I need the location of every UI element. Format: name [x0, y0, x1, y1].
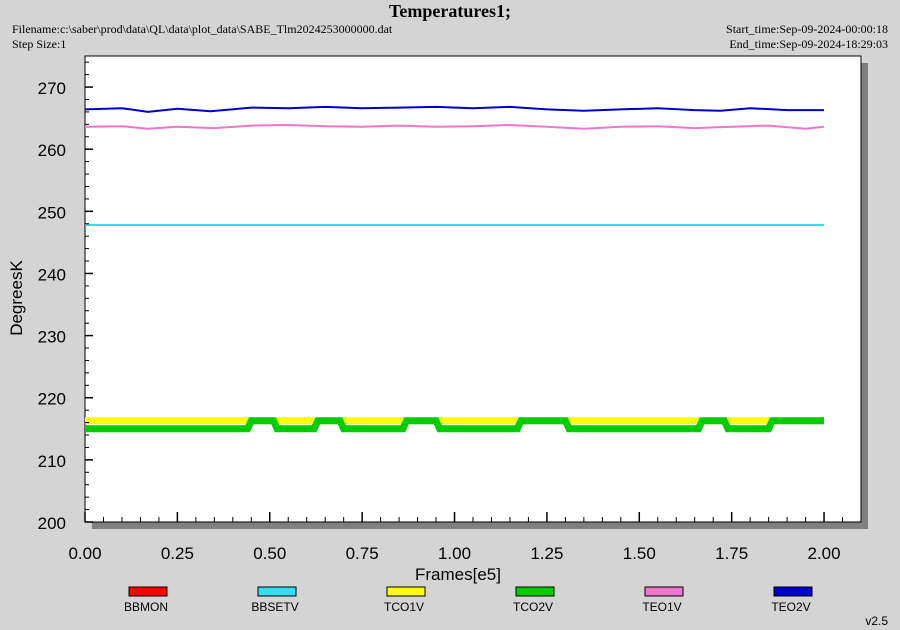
series-line-teo1v: [84, 123, 825, 130]
legend-label-bbmon: BBMON: [124, 600, 168, 614]
y-tick-label: 230: [38, 328, 66, 347]
legend-swatch-tco2v: [515, 586, 555, 597]
x-tick-label: 1.25: [530, 544, 563, 563]
series-line-teo2v: [84, 105, 824, 113]
start-time-label: Start_time:Sep-09-2024-00:00:18: [726, 22, 888, 36]
end-time-label: End_time:Sep-09-2024-18:29:03: [729, 37, 888, 51]
legend-swatch-tco1v: [386, 586, 426, 597]
y-tick-label: 210: [38, 452, 66, 471]
step-size-label: Step Size:1: [12, 37, 67, 51]
x-tick-label: 0.25: [161, 544, 194, 563]
series-layer: [84, 105, 825, 433]
x-tick-label: 1.75: [715, 544, 748, 563]
y-axis-label: DegreesK: [7, 260, 26, 336]
legend-label-tco2v: TCO2V: [513, 600, 553, 614]
legend-label-tco1v: TCO1V: [384, 600, 424, 614]
y-tick-label: 240: [38, 265, 66, 284]
x-tick-label: 0.00: [68, 544, 101, 563]
legend-swatch-bbmon: [128, 586, 168, 597]
legend-swatch-teo2v: [773, 586, 813, 597]
x-tick-label: 0.75: [346, 544, 379, 563]
legend-label-teo2v: TEO2V: [771, 600, 810, 614]
x-tick-label: 1.00: [438, 544, 471, 563]
legend-swatch-bbsetv: [257, 586, 297, 597]
chart-title: Temperatures1;: [389, 1, 511, 21]
y-tick-label: 250: [38, 203, 66, 222]
version-label: v2.5: [865, 614, 888, 628]
y-tick-label: 200: [38, 514, 66, 533]
y-tick-label: 270: [38, 79, 66, 98]
y-tick-label: 260: [38, 141, 66, 160]
y-tick-label: 220: [38, 390, 66, 409]
legend-swatch-teo1v: [644, 586, 684, 597]
legend-label-bbsetv: BBSETV: [251, 600, 298, 614]
filename-label: Filename:c:\saber\prod\data\QL\data\plot…: [12, 22, 393, 36]
axes-layer: 0.00 0.25 0.50 0.75 1.00 1.25 1.50 1.75 2.00 200 2…: [38, 61, 862, 563]
legend: BBMON BBSETV TCO1V TCO2V TEO1V TEO2V: [124, 586, 813, 614]
x-tick-label: 0.50: [253, 544, 286, 563]
x-tick-label: 1.50: [623, 544, 656, 563]
legend-label-teo1v: TEO1V: [642, 600, 681, 614]
x-tick-label: 2.00: [808, 544, 841, 563]
x-axis-label: Frames[e5]: [415, 565, 501, 584]
plot-area: [84, 55, 862, 523]
series-line-tco2v: [85, 417, 824, 433]
